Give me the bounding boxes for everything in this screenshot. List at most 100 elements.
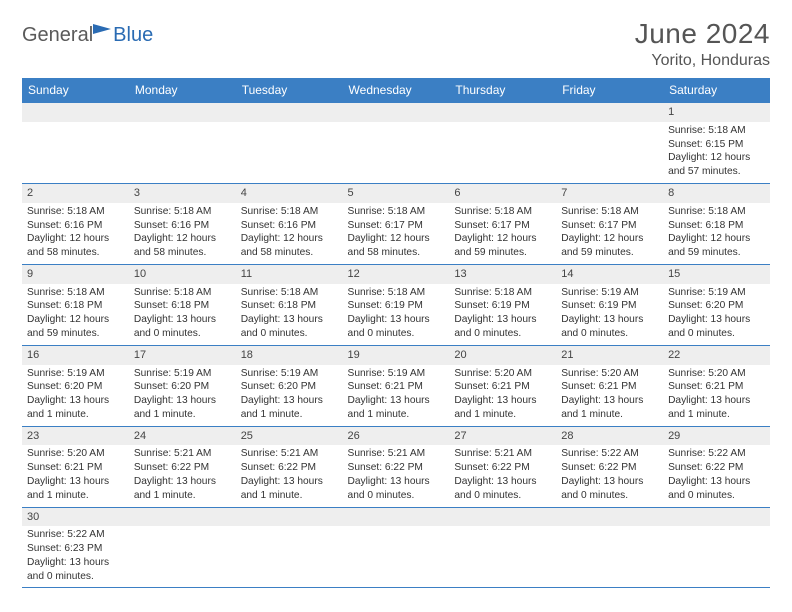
day-number [663,508,770,527]
weekday-header: Monday [129,78,236,103]
calendar-cell: 10 Sunrise: 5:18 AMSunset: 6:18 PMDayligh… [129,264,236,345]
calendar-week: 2Sunrise: 5:18 AMSunset: 6:16 PMDaylight… [22,183,770,264]
calendar-cell: 19Sunrise: 5:19 AMSunset: 6:21 PMDayligh… [343,345,450,426]
calendar-cell: 21Sunrise: 5:20 AMSunset: 6:21 PMDayligh… [556,345,663,426]
day-details: Sunrise: 5:21 AMSunset: 6:22 PMDaylight:… [348,447,445,502]
day-details: Sunrise: 5:19 AMSunset: 6:21 PMDaylight:… [348,367,445,422]
weekday-header: Sunday [22,78,129,103]
location: Yorito, Honduras [635,52,770,70]
calendar-cell: 28Sunrise: 5:22 AMSunset: 6:22 PMDayligh… [556,426,663,507]
calendar-week: 23Sunrise: 5:20 AMSunset: 6:21 PMDayligh… [22,426,770,507]
day-number: 27 [449,427,556,446]
calendar-cell: 14 Sunrise: 5:19 AMSunset: 6:19 PMDayligh… [556,264,663,345]
day-details: Sunrise: 5:18 AMSunset: 6:17 PMDaylight:… [561,205,658,260]
brand-part2: Blue [113,24,153,47]
calendar-week: 1 Sunrise: 5:18 AMSunset: 6:15 PMDaylight… [22,103,770,184]
day-details: Sunrise: 5:18 AMSunset: 6:18 PMDaylight:… [241,286,338,341]
calendar-cell: 13Sunrise: 5:18 AMSunset: 6:19 PMDayligh… [449,264,556,345]
weekday-header-row: Sunday Monday Tuesday Wednesday Thursday… [22,78,770,103]
calendar-cell: 29Sunrise: 5:22 AMSunset: 6:22 PMDayligh… [663,426,770,507]
day-number: 30 [22,508,129,527]
day-details: Sunrise: 5:20 AMSunset: 6:21 PMDaylight:… [27,447,124,502]
day-details: Sunrise: 5:18 AMSunset: 6:19 PMDaylight:… [348,286,445,341]
day-details: Sunrise: 5:22 AMSunset: 6:22 PMDaylight:… [668,447,765,502]
day-number [343,103,450,122]
day-number: 10 [129,265,236,284]
calendar-cell: 12 Sunrise: 5:18 AMSunset: 6:19 PMDayligh… [343,264,450,345]
calendar-cell [556,507,663,588]
day-number: 20 [449,346,556,365]
calendar-cell [343,103,450,184]
day-number: 4 [236,184,343,203]
day-number: 16 [22,346,129,365]
day-details: Sunrise: 5:18 AMSunset: 6:17 PMDaylight:… [348,205,445,260]
calendar-cell: 24Sunrise: 5:21 AMSunset: 6:22 PMDayligh… [129,426,236,507]
day-details: Sunrise: 5:19 AMSunset: 6:20 PMDaylight:… [241,367,338,422]
day-number: 6 [449,184,556,203]
brand-part1: General [22,24,93,47]
calendar-cell [343,507,450,588]
calendar-cell: 23Sunrise: 5:20 AMSunset: 6:21 PMDayligh… [22,426,129,507]
brand-logo: General Blue [22,24,153,47]
calendar-cell [663,507,770,588]
calendar-cell [236,103,343,184]
weekday-header: Saturday [663,78,770,103]
day-number [343,508,450,527]
day-number: 24 [129,427,236,446]
day-details: Sunrise: 5:22 AMSunset: 6:23 PMDaylight:… [27,528,124,583]
calendar-cell [236,507,343,588]
day-number [449,103,556,122]
calendar-cell: 4 Sunrise: 5:18 AMSunset: 6:16 PMDaylight… [236,183,343,264]
day-number: 23 [22,427,129,446]
day-number: 9 [22,265,129,284]
calendar-cell: 30Sunrise: 5:22 AMSunset: 6:23 PMDayligh… [22,507,129,588]
page: General Blue June 2024 Yorito, Honduras S… [0,0,792,588]
day-number: 17 [129,346,236,365]
calendar-cell [556,103,663,184]
calendar-cell: 5Sunrise: 5:18 AMSunset: 6:17 PMDaylight… [343,183,450,264]
day-details: Sunrise: 5:18 AMSunset: 6:15 PMDaylight:… [668,124,765,179]
day-number: 1 [663,103,770,122]
calendar-cell: 3Sunrise: 5:18 AMSunset: 6:16 PMDaylight… [129,183,236,264]
calendar-table: Sunday Monday Tuesday Wednesday Thursday… [22,78,770,588]
calendar-cell: 15 Sunrise: 5:19 AMSunset: 6:20 PMDayligh… [663,264,770,345]
day-details: Sunrise: 5:22 AMSunset: 6:22 PMDaylight:… [561,447,658,502]
day-number [236,508,343,527]
calendar-cell: 22 Sunrise: 5:20 AMSunset: 6:21 PMDayligh… [663,345,770,426]
day-number [556,508,663,527]
weekday-header: Friday [556,78,663,103]
day-details: Sunrise: 5:19 AMSunset: 6:20 PMDaylight:… [668,286,765,341]
calendar-cell: 7 Sunrise: 5:18 AMSunset: 6:17 PMDaylight… [556,183,663,264]
calendar-cell: 8 Sunrise: 5:18 AMSunset: 6:18 PMDaylight… [663,183,770,264]
day-number [129,103,236,122]
calendar-cell: 6Sunrise: 5:18 AMSunset: 6:17 PMDaylight… [449,183,556,264]
day-number: 8 [663,184,770,203]
weekday-header: Wednesday [343,78,450,103]
day-number: 15 [663,265,770,284]
title-block: June 2024 Yorito, Honduras [635,18,770,70]
day-number: 14 [556,265,663,284]
calendar-cell: 16Sunrise: 5:19 AMSunset: 6:20 PMDayligh… [22,345,129,426]
flag-icon [93,24,111,34]
calendar-cell: 25Sunrise: 5:21 AMSunset: 6:22 PMDayligh… [236,426,343,507]
day-details: Sunrise: 5:19 AMSunset: 6:20 PMDaylight:… [134,367,231,422]
calendar-cell: 1 Sunrise: 5:18 AMSunset: 6:15 PMDaylight… [663,103,770,184]
day-details: Sunrise: 5:19 AMSunset: 6:19 PMDaylight:… [561,286,658,341]
day-number: 12 [343,265,450,284]
day-details: Sunrise: 5:18 AMSunset: 6:16 PMDaylight:… [27,205,124,260]
day-number: 3 [129,184,236,203]
day-details: Sunrise: 5:18 AMSunset: 6:18 PMDaylight:… [668,205,765,260]
day-number [22,103,129,122]
day-number: 22 [663,346,770,365]
day-details: Sunrise: 5:18 AMSunset: 6:18 PMDaylight:… [134,286,231,341]
day-details: Sunrise: 5:20 AMSunset: 6:21 PMDaylight:… [668,367,765,422]
header: General Blue June 2024 Yorito, Honduras [22,18,770,70]
calendar-cell [22,103,129,184]
calendar-week: 30Sunrise: 5:22 AMSunset: 6:23 PMDayligh… [22,507,770,588]
day-details: Sunrise: 5:18 AMSunset: 6:16 PMDaylight:… [241,205,338,260]
day-number: 7 [556,184,663,203]
day-details: Sunrise: 5:20 AMSunset: 6:21 PMDaylight:… [561,367,658,422]
day-details: Sunrise: 5:21 AMSunset: 6:22 PMDaylight:… [241,447,338,502]
day-number: 25 [236,427,343,446]
calendar-cell [129,507,236,588]
